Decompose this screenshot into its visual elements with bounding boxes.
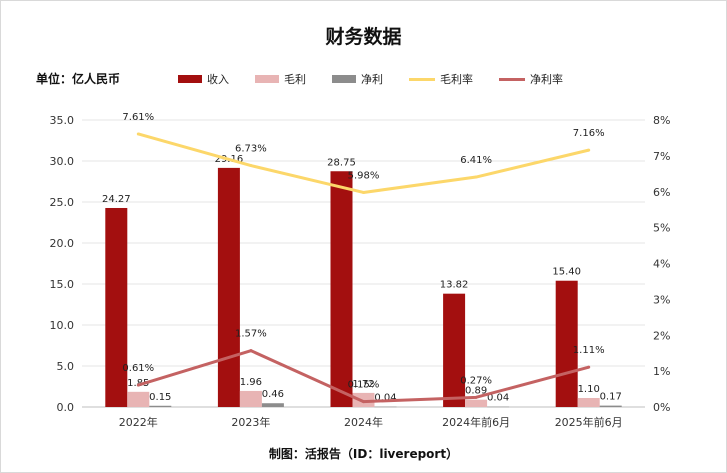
data-label-gross-margin: 6.73%: [235, 144, 267, 155]
legend-swatch-net-profit: [332, 75, 356, 83]
point-gross-margin: [362, 190, 365, 194]
y-right-tick-label: 5%: [653, 222, 670, 235]
y-left-tick-label: 15.0: [50, 278, 75, 291]
bar-net-profit: [487, 406, 510, 408]
point-gross-margin: [474, 175, 478, 179]
legend-label-gross-profit: 毛利: [284, 73, 306, 86]
data-label-gross-profit: 1.96: [240, 377, 262, 388]
bar-revenue: [330, 171, 353, 407]
data-label-net-profit: 0.17: [600, 392, 622, 403]
data-label-net-margin: 0.61%: [122, 363, 154, 374]
bar-gross-profit: [465, 399, 488, 407]
legend-item-gross-margin: 毛利率: [409, 71, 473, 87]
legend: 收入 毛利 净利 毛利率 净利率: [178, 70, 589, 88]
point-gross-margin: [587, 148, 591, 152]
y-left-tick-label: 20.0: [50, 237, 75, 250]
data-label-net-margin: 1.11%: [573, 345, 605, 356]
bar-revenue: [555, 280, 578, 407]
x-tick-label: 2024年: [344, 415, 383, 429]
legend-label-net-profit: 净利: [361, 73, 383, 86]
legend-label-net-margin: 净利率: [530, 73, 563, 86]
data-label-gross-margin: 7.16%: [573, 128, 605, 139]
bar-net-profit: [374, 406, 397, 408]
y-left-tick-label: 35.0: [50, 114, 75, 127]
y-left-tick-label: 10.0: [50, 319, 75, 332]
bar-revenue: [217, 167, 240, 407]
data-label-revenue: 24.27: [102, 194, 131, 205]
y-right-tick-label: 4%: [653, 258, 670, 271]
data-label-net-profit: 0.15: [149, 392, 171, 403]
data-label-gross-profit: 1.10: [578, 384, 600, 395]
point-net-margin: [474, 395, 478, 399]
y-right-tick-label: 8%: [653, 114, 670, 127]
data-label-revenue: 15.40: [552, 267, 581, 278]
point-gross-margin: [249, 164, 253, 168]
bar-revenue: [105, 207, 128, 407]
legend-swatch-gross-margin: [409, 77, 435, 81]
data-label-revenue: 28.75: [327, 157, 356, 168]
data-label-net-profit: 0.04: [487, 393, 509, 404]
bar-net-profit: [261, 403, 284, 407]
y-right-tick-label: 2%: [653, 329, 670, 342]
legend-item-revenue: 收入: [178, 71, 229, 87]
y-right-tick-label: 6%: [653, 186, 670, 199]
bar-net-profit: [149, 405, 172, 407]
bar-gross-profit: [127, 391, 150, 407]
data-label-net-margin: 0.15%: [348, 380, 380, 391]
legend-swatch-gross-profit: [255, 75, 279, 83]
point-gross-margin: [136, 132, 140, 136]
data-label-gross-profit: 0.89: [465, 386, 487, 397]
y-left-tick-label: 0.0: [57, 401, 75, 414]
data-label-gross-margin: 6.41%: [460, 155, 492, 166]
y-left-tick-label: 30.0: [50, 155, 75, 168]
legend-swatch-revenue: [178, 75, 202, 83]
y-right-tick-label: 7%: [653, 150, 670, 163]
point-net-margin: [362, 400, 365, 404]
legend-item-net-margin: 净利率: [499, 71, 563, 87]
y-left-tick-label: 5.0: [57, 360, 75, 373]
x-tick-label: 2023年: [231, 415, 270, 429]
x-tick-label: 2022年: [119, 415, 158, 429]
data-label-gross-profit: 1.72: [352, 379, 374, 390]
chart-title: 财务数据: [325, 26, 402, 48]
point-net-margin: [136, 383, 140, 387]
bar-gross-profit: [352, 392, 375, 407]
data-label-net-profit: 0.04: [374, 393, 396, 404]
bar-gross-profit: [239, 390, 262, 407]
x-tick-label: 2024年前6月: [442, 415, 510, 429]
data-label-gross-margin: 5.98%: [348, 170, 380, 181]
data-label-net-margin: 0.27%: [460, 375, 492, 386]
legend-swatch-net-margin: [499, 77, 525, 81]
bar-revenue: [443, 293, 466, 407]
bar-net-profit: [599, 405, 622, 407]
line-gross-margin: [137, 132, 590, 194]
unit-label: 单位：亿人民币: [36, 72, 121, 86]
y-left-tick-label: 25.0: [50, 196, 75, 209]
data-label-net-margin: 1.57%: [235, 329, 267, 340]
y-right-tick-label: 1%: [653, 365, 670, 378]
legend-label-revenue: 收入: [207, 73, 229, 86]
data-label-gross-profit: 1.85: [127, 378, 149, 389]
point-net-margin: [587, 365, 591, 369]
data-label-gross-margin: 7.61%: [122, 112, 154, 123]
bar-gross-profit: [577, 397, 600, 407]
legend-item-gross-profit: 毛利: [255, 71, 306, 87]
point-net-margin: [249, 349, 253, 353]
data-label-revenue: 13.82: [440, 280, 469, 291]
data-label-net-profit: 0.46: [262, 389, 284, 400]
x-tick-label: 2025年前6月: [555, 415, 623, 429]
legend-item-net-profit: 净利: [332, 71, 383, 87]
y-right-tick-label: 3%: [653, 293, 670, 306]
y-right-tick-label: 0%: [653, 401, 670, 414]
legend-label-gross-margin: 毛利率: [440, 73, 473, 86]
source-label: 制图：活报告（ID：livereport）: [268, 447, 459, 461]
